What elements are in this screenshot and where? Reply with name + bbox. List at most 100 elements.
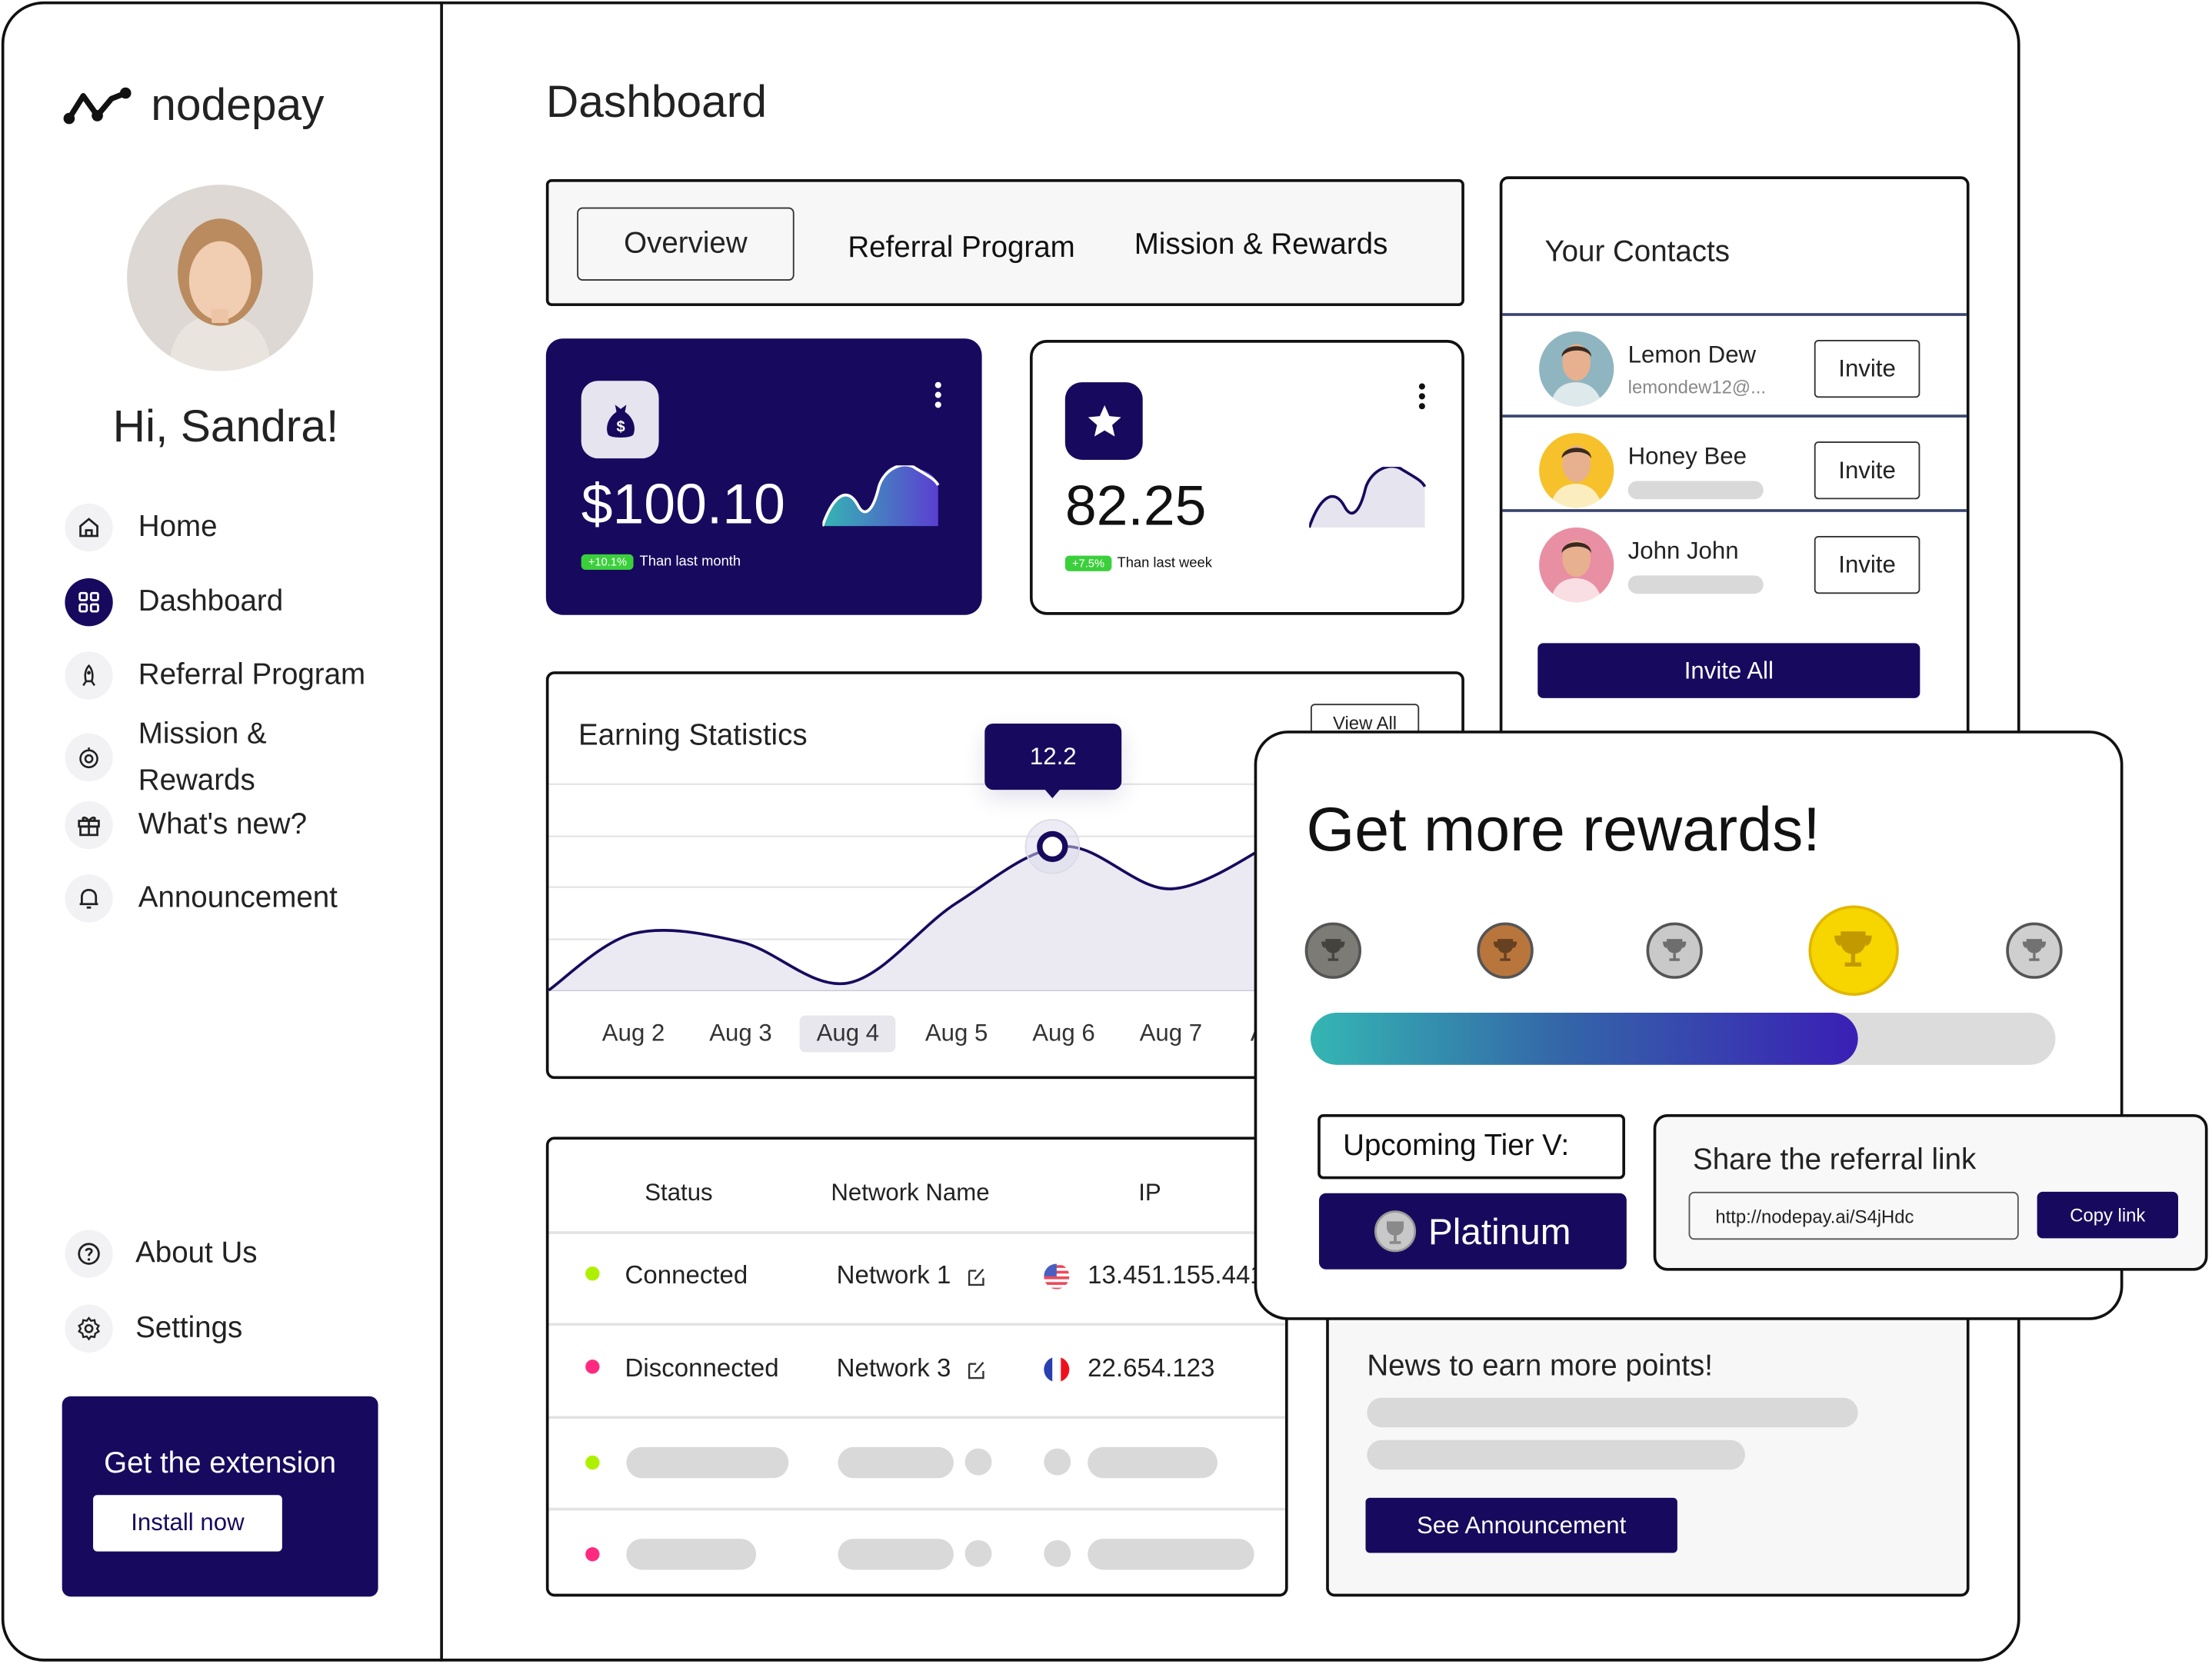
install-now-button[interactable]: Install now [93,1495,282,1552]
invite-all-button[interactable]: Invite All [1537,643,1921,698]
status-disconnected-dot [585,1547,600,1562]
sidebar-item-about-us[interactable]: About Us [65,1230,258,1278]
trophy-icon [1477,922,1534,979]
skeleton-dot [1044,1539,1071,1567]
referral-link-input[interactable] [1688,1191,2019,1240]
rocket-icon [65,651,113,700]
platinum-tier-button[interactable]: Platinum [1318,1193,1627,1270]
sidebar-item-announcement[interactable]: Announcement [65,874,338,923]
earning-area [548,839,1278,990]
page-title: Dashboard [545,76,767,128]
ip-address: 22.654.123 [1088,1353,1215,1383]
table-row-placeholder [549,1419,1285,1508]
x-axis-label[interactable]: Aug 3 [709,1020,772,1047]
network-table: Status Network Name IP Connected Network… [545,1137,1288,1597]
sidebar-item-home[interactable]: Home [65,503,218,552]
sidebar-item-dashboard[interactable]: Dashboard [65,578,284,627]
row-divider [1502,414,1967,418]
more-options-icon[interactable] [1414,382,1431,413]
invite-button[interactable]: Invite [1814,340,1921,398]
contact-avatar[interactable] [1539,331,1614,407]
see-announcement-button[interactable]: See Announcement [1365,1497,1677,1553]
sidebar-item-mission-rewards[interactable]: Mission & Rewards [65,711,267,804]
bell-icon [65,874,113,923]
column-header-network-name[interactable]: Network Name [831,1179,990,1206]
status-text: Connected [625,1260,748,1290]
contact-name: John John [1627,537,1739,564]
upcoming-tier-label: Upcoming Tier V: [1318,1114,1625,1180]
news-panel: News to earn more points! See Announceme… [1326,1269,1970,1597]
edit-icon[interactable] [968,1266,986,1286]
status-text: Disconnected [625,1353,779,1383]
skeleton-dot [964,1448,992,1476]
earnings-value: $100.10 [581,474,785,536]
network-name: Network 3 [836,1353,951,1383]
highlight-point[interactable] [1037,830,1068,863]
x-axis-label[interactable]: Aug 4 [799,1015,897,1053]
skeleton-bar [1627,575,1764,594]
brand-name: nodepay [151,78,325,130]
tab-mission-rewards[interactable]: Mission & Rewards [1134,228,1388,261]
more-options-icon[interactable] [930,381,947,411]
extension-title: Get the extension [104,1446,337,1480]
home-icon [65,503,113,552]
tab-referral-program[interactable]: Referral Program [848,231,1075,264]
invite-button[interactable]: Invite [1814,441,1921,500]
points-change: +7.5% Than last week [1064,555,1212,571]
brand-logo[interactable]: nodepay [63,78,325,131]
sidebar-item-referral-program[interactable]: Referral Program [65,651,365,700]
trophy-icon [1304,922,1362,979]
sidebar-item-label: About Us [135,1236,258,1270]
user-greeting: Hi, Sandra! [112,400,339,451]
earnings-sparkline [822,465,940,527]
news-title: News to earn more points! [1367,1350,1713,1383]
network-name: Network 1 [836,1260,951,1290]
rewards-popup: Get more rewards! Upcoming Tier V: Plati… [1254,730,2124,1320]
x-axis-label[interactable]: Aug 2 [601,1020,665,1047]
table-row-placeholder [549,1510,1285,1593]
copy-link-button[interactable]: Copy link [2037,1191,2179,1239]
earning-statistics-title: Earning Statistics [578,719,808,752]
x-axis-label[interactable]: Aug 7 [1139,1020,1203,1047]
money-bag-icon: $ [581,381,659,459]
sidebar-item-label: Mission & [138,717,267,750]
sidebar-divider [440,2,443,1662]
points-value: 82.25 [1064,475,1207,537]
skeleton-bar [626,1446,789,1479]
fr-flag-icon [1044,1356,1070,1383]
change-caption: Than last week [1117,555,1212,571]
contact-avatar[interactable] [1539,433,1614,508]
x-axis-label[interactable]: Aug 6 [1032,1020,1095,1047]
help-icon [65,1230,113,1278]
table-row[interactable]: Connected Network 1 13.451.155.441 [549,1234,1285,1323]
sidebar-item-settings[interactable]: Settings [65,1304,242,1353]
tooltip-pointer [1044,788,1061,799]
status-disconnected-dot [585,1359,600,1374]
sidebar-item-label-group: Mission & Rewards [138,711,267,804]
svg-text:$: $ [616,418,625,434]
sidebar-item-whats-new[interactable]: What's new? [65,800,307,850]
user-avatar[interactable] [127,185,314,371]
edit-icon[interactable] [968,1359,986,1379]
contact-email: lemondew12@... [1627,376,1766,398]
skeleton-bar [1367,1397,1858,1428]
x-axis-label[interactable]: Aug 5 [924,1020,988,1047]
sidebar-item-label: Dashboard [138,585,284,618]
trophy-icon [1808,905,1899,996]
tab-overview[interactable]: Overview [577,207,795,281]
table-row[interactable]: Disconnected Network 3 22.654.123 [549,1326,1285,1416]
invite-button[interactable]: Invite [1814,535,1921,594]
skeleton-bar [1088,1539,1254,1570]
skeleton-dot [1044,1448,1071,1476]
contact-row: Lemon Dew lemondew12@... Invite [1502,318,1966,414]
points-sparkline [1309,467,1427,528]
gear-icon [65,1304,113,1353]
row-divider [548,1507,1285,1511]
contact-avatar[interactable] [1539,527,1614,603]
row-divider [548,1231,1285,1234]
chart-tooltip: 12.2 [984,723,1122,790]
column-header-status[interactable]: Status [645,1179,713,1206]
rewards-title: Get more rewards! [1306,795,1821,865]
column-header-ip[interactable]: IP [1138,1179,1161,1206]
tab-bar: Overview Referral Program Mission & Rewa… [545,178,1464,307]
